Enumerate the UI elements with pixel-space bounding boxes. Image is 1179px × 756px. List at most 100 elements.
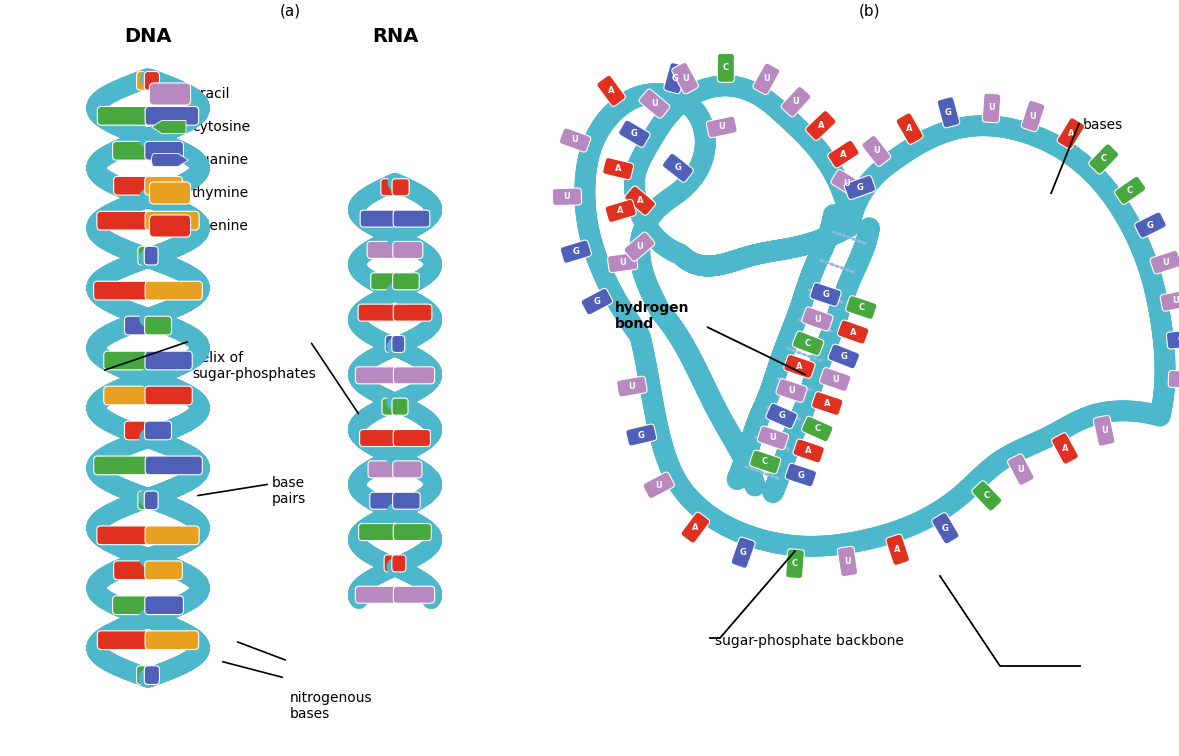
Text: C: C: [723, 64, 729, 73]
FancyBboxPatch shape: [896, 113, 923, 144]
FancyBboxPatch shape: [384, 555, 399, 572]
Text: C: C: [762, 457, 769, 466]
FancyBboxPatch shape: [1052, 432, 1079, 464]
Text: U: U: [831, 375, 838, 384]
FancyBboxPatch shape: [393, 210, 430, 227]
Text: A: A: [692, 523, 699, 532]
Text: U: U: [988, 104, 995, 113]
FancyBboxPatch shape: [831, 169, 862, 197]
FancyBboxPatch shape: [360, 210, 397, 227]
FancyBboxPatch shape: [360, 429, 397, 447]
FancyBboxPatch shape: [1058, 118, 1085, 149]
FancyBboxPatch shape: [597, 76, 625, 107]
Text: G: G: [797, 470, 804, 479]
FancyBboxPatch shape: [393, 492, 420, 510]
FancyBboxPatch shape: [792, 331, 824, 356]
Text: A: A: [618, 206, 624, 215]
FancyBboxPatch shape: [811, 392, 843, 415]
FancyBboxPatch shape: [145, 526, 199, 544]
Text: A: A: [796, 362, 803, 371]
Text: DNA: DNA: [124, 26, 172, 45]
FancyBboxPatch shape: [125, 316, 151, 335]
FancyBboxPatch shape: [97, 212, 151, 230]
FancyBboxPatch shape: [104, 386, 151, 404]
FancyBboxPatch shape: [1166, 330, 1179, 349]
Text: (b): (b): [859, 4, 881, 18]
Text: G: G: [672, 73, 679, 82]
FancyBboxPatch shape: [144, 666, 159, 684]
FancyBboxPatch shape: [393, 429, 430, 447]
Text: U: U: [872, 147, 880, 156]
FancyBboxPatch shape: [98, 107, 151, 125]
Text: A: A: [637, 196, 644, 205]
Text: G: G: [593, 297, 600, 306]
FancyBboxPatch shape: [138, 491, 152, 510]
FancyBboxPatch shape: [559, 128, 591, 152]
FancyBboxPatch shape: [819, 367, 851, 392]
Text: U: U: [843, 178, 850, 187]
Polygon shape: [151, 153, 189, 166]
Text: U: U: [651, 99, 658, 108]
FancyBboxPatch shape: [381, 178, 399, 196]
FancyBboxPatch shape: [150, 83, 191, 105]
Text: A: A: [1062, 444, 1068, 453]
Text: U: U: [1101, 426, 1107, 435]
Text: U: U: [792, 97, 799, 106]
FancyBboxPatch shape: [937, 97, 960, 128]
Text: C: C: [792, 559, 798, 569]
FancyBboxPatch shape: [782, 86, 811, 117]
FancyBboxPatch shape: [619, 120, 650, 147]
Text: uracil: uracil: [192, 87, 231, 101]
Text: U: U: [1017, 465, 1025, 474]
Text: guanine: guanine: [192, 153, 248, 167]
Text: C: C: [815, 424, 821, 433]
Text: U: U: [681, 73, 689, 82]
FancyBboxPatch shape: [394, 524, 432, 541]
Text: helix of
sugar-phosphates: helix of sugar-phosphates: [192, 351, 316, 381]
FancyBboxPatch shape: [560, 240, 592, 263]
Text: A: A: [824, 399, 830, 408]
FancyBboxPatch shape: [150, 215, 191, 237]
FancyBboxPatch shape: [145, 316, 171, 335]
FancyBboxPatch shape: [810, 283, 841, 306]
FancyBboxPatch shape: [138, 246, 152, 265]
FancyBboxPatch shape: [828, 344, 859, 369]
FancyBboxPatch shape: [145, 141, 184, 160]
FancyBboxPatch shape: [1114, 176, 1146, 204]
FancyBboxPatch shape: [862, 135, 890, 166]
FancyBboxPatch shape: [145, 176, 183, 195]
FancyBboxPatch shape: [393, 241, 423, 259]
FancyBboxPatch shape: [93, 456, 151, 475]
FancyBboxPatch shape: [602, 158, 633, 180]
Text: U: U: [814, 314, 821, 324]
FancyBboxPatch shape: [112, 141, 151, 160]
Text: adenine: adenine: [192, 219, 248, 233]
Text: U: U: [1029, 112, 1036, 121]
FancyBboxPatch shape: [971, 481, 1002, 511]
Text: base
pairs: base pairs: [272, 476, 307, 506]
FancyBboxPatch shape: [844, 175, 876, 200]
FancyBboxPatch shape: [837, 320, 869, 344]
Text: U: U: [789, 386, 795, 395]
Text: cytosine: cytosine: [192, 120, 250, 134]
Text: G: G: [822, 290, 829, 299]
FancyBboxPatch shape: [113, 561, 151, 580]
FancyBboxPatch shape: [355, 586, 396, 603]
Text: RNA: RNA: [371, 26, 419, 45]
FancyBboxPatch shape: [113, 176, 151, 195]
Text: nitrogenous
bases: nitrogenous bases: [290, 691, 373, 721]
Text: C: C: [1101, 154, 1107, 163]
FancyBboxPatch shape: [625, 186, 656, 215]
Text: thymine: thymine: [192, 186, 249, 200]
FancyBboxPatch shape: [98, 631, 151, 649]
FancyBboxPatch shape: [766, 403, 797, 429]
FancyBboxPatch shape: [672, 63, 698, 94]
FancyBboxPatch shape: [370, 273, 397, 290]
FancyBboxPatch shape: [391, 336, 404, 352]
FancyBboxPatch shape: [93, 281, 151, 300]
FancyBboxPatch shape: [382, 398, 399, 415]
FancyBboxPatch shape: [125, 421, 151, 440]
FancyBboxPatch shape: [358, 524, 397, 541]
FancyBboxPatch shape: [145, 352, 192, 370]
Text: hydrogen
bond: hydrogen bond: [615, 301, 690, 331]
